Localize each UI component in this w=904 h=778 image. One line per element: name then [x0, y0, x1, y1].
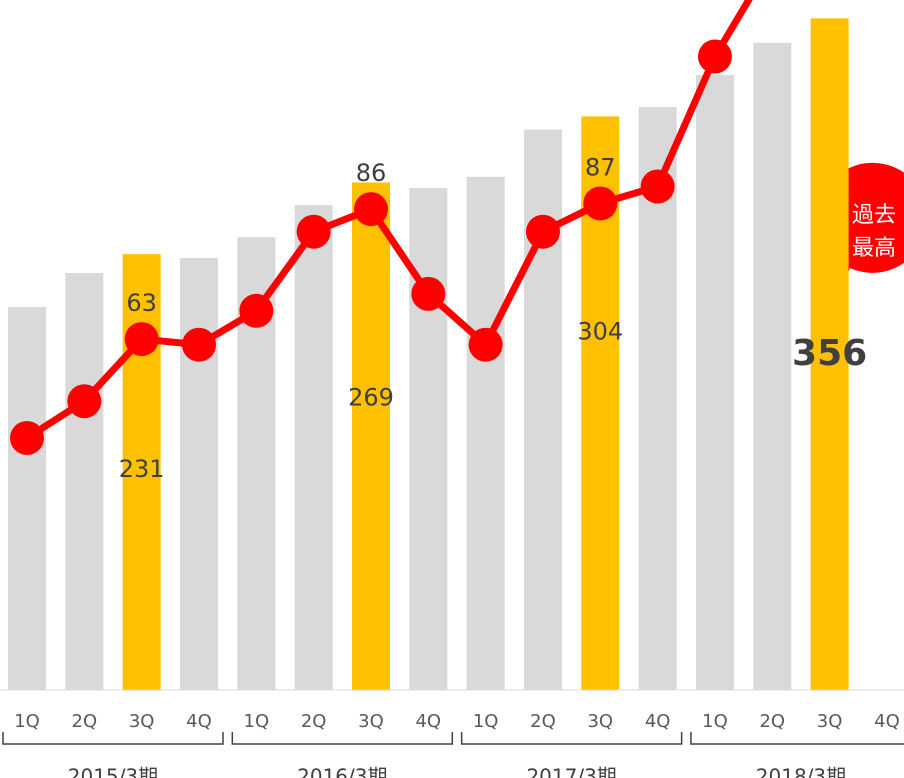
- group-label: 2018/3期: [756, 765, 846, 778]
- bar: [523, 129, 562, 691]
- line-value-label: 63: [126, 289, 157, 317]
- group-label: 2016/3期: [297, 765, 387, 778]
- bar: [294, 205, 333, 690]
- x-tick-label: 2Q: [759, 711, 785, 732]
- bar: [695, 74, 734, 691]
- line-value-label: 86: [356, 159, 387, 187]
- x-tick-label: 1Q: [244, 711, 270, 732]
- bar: [753, 42, 792, 690]
- x-tick-label: 1Q: [14, 711, 40, 732]
- line-point: [353, 192, 388, 227]
- line-point: [640, 169, 675, 204]
- x-tick-label: 3Q: [817, 711, 843, 732]
- line-point: [468, 327, 503, 362]
- x-tick-label: 4Q: [415, 711, 441, 732]
- group-bracket: [2, 732, 224, 745]
- bar: [466, 176, 505, 690]
- x-tick-label: 1Q: [473, 711, 499, 732]
- x-tick-label: 2Q: [530, 711, 556, 732]
- bar: [351, 182, 390, 691]
- x-tick-label: 4Q: [186, 711, 212, 732]
- x-tick-label: 1Q: [702, 711, 728, 732]
- x-tick-label: 4Q: [874, 711, 900, 732]
- bar-value-label: 231: [119, 455, 165, 483]
- group-bracket: [690, 732, 904, 745]
- group-label: 2015/3期: [68, 765, 158, 778]
- x-tick-label: 3Q: [587, 711, 613, 732]
- x-tick-label: 4Q: [645, 711, 671, 732]
- x-tick-label: 3Q: [129, 711, 155, 732]
- bar-value-label: 269: [348, 383, 394, 411]
- group-bracket: [460, 732, 683, 745]
- line-point: [67, 384, 102, 419]
- x-tick-label: 2Q: [72, 711, 98, 732]
- line-point: [181, 327, 216, 362]
- x-tick-label: 3Q: [358, 711, 384, 732]
- line-value-label: 87: [585, 153, 616, 181]
- line-point: [697, 39, 732, 74]
- line-point: [124, 322, 159, 357]
- line-point: [10, 420, 44, 455]
- bar: [65, 273, 104, 690]
- bar: [409, 188, 448, 690]
- bar: [638, 106, 677, 690]
- group-bracket: [231, 732, 454, 745]
- line-point: [239, 293, 274, 328]
- callout-text: 最高: [852, 236, 896, 261]
- bar: [8, 306, 46, 690]
- group-label: 2017/3期: [526, 765, 616, 778]
- line-point: [411, 276, 446, 311]
- bar-value-label: 304: [577, 317, 623, 345]
- x-tick-label: 2Q: [301, 711, 327, 732]
- callout-text: 過去: [852, 203, 896, 228]
- line-point: [525, 214, 560, 249]
- line-point: [583, 186, 618, 221]
- bar: [179, 257, 218, 690]
- line-point: [296, 214, 331, 249]
- bar: [810, 18, 849, 691]
- bar-value-label: 356: [792, 333, 867, 374]
